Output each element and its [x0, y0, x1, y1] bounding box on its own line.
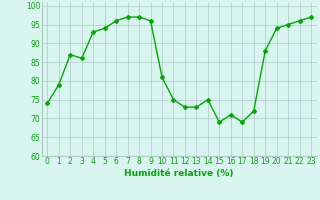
X-axis label: Humidité relative (%): Humidité relative (%) — [124, 169, 234, 178]
